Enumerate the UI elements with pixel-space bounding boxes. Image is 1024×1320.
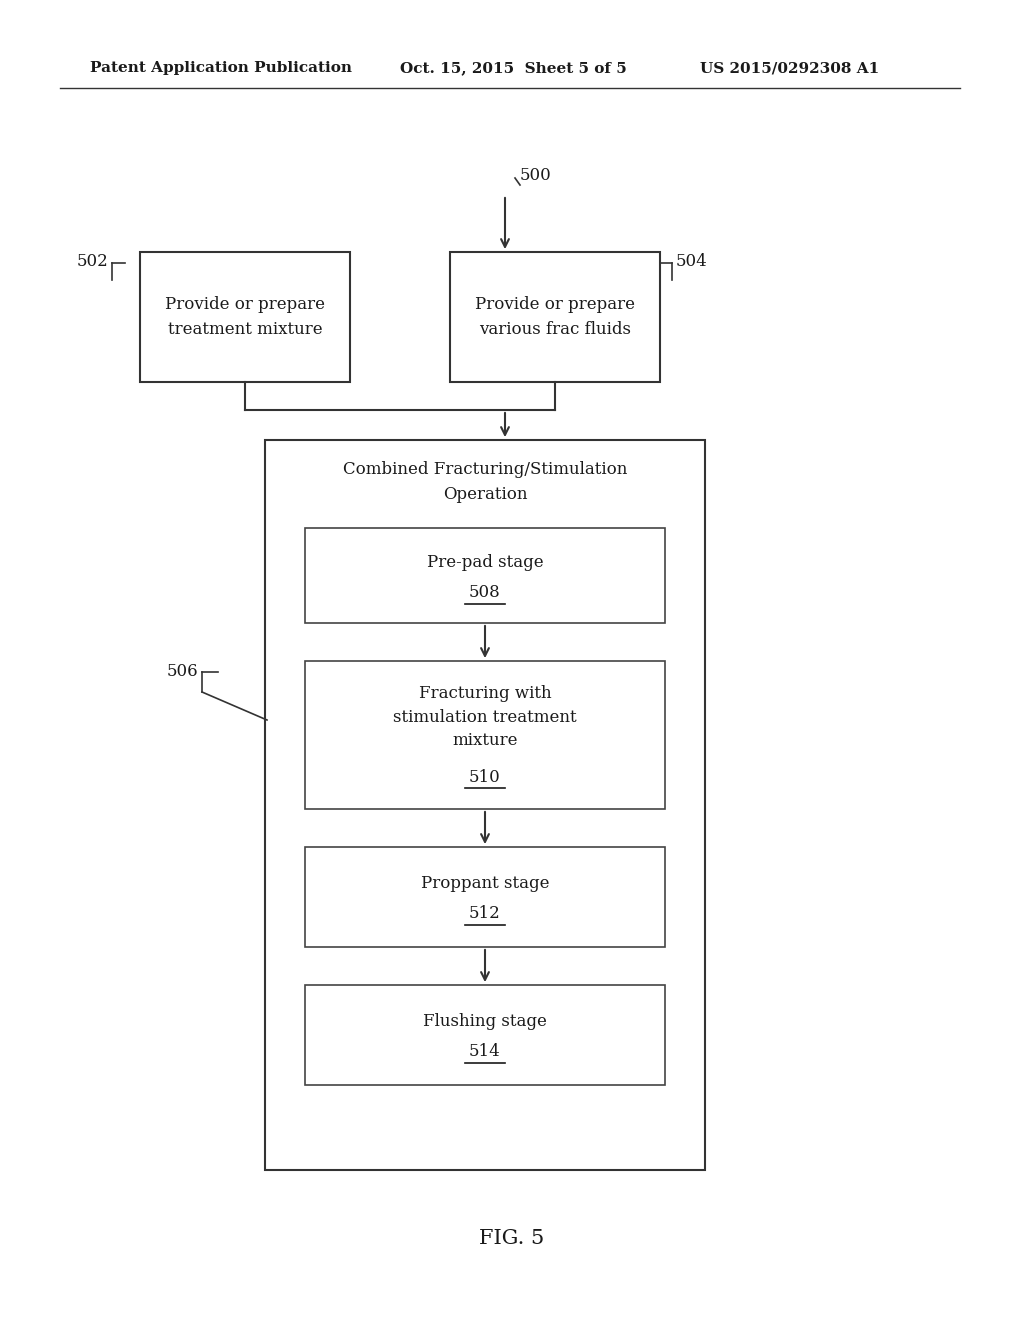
Text: Combined Fracturing/Stimulation
Operation: Combined Fracturing/Stimulation Operatio… — [343, 461, 627, 503]
Bar — [305, 661, 665, 809]
Bar — [140, 252, 350, 381]
Text: 502: 502 — [76, 253, 108, 271]
Text: 514: 514 — [469, 1044, 501, 1060]
Text: 510: 510 — [469, 768, 501, 785]
Text: Proppant stage: Proppant stage — [421, 875, 549, 892]
Text: FIG. 5: FIG. 5 — [479, 1229, 545, 1247]
Text: 500: 500 — [520, 166, 552, 183]
Text: Oct. 15, 2015  Sheet 5 of 5: Oct. 15, 2015 Sheet 5 of 5 — [400, 61, 627, 75]
Text: Pre-pad stage: Pre-pad stage — [427, 554, 544, 572]
Text: Provide or prepare
various frac fluids: Provide or prepare various frac fluids — [475, 296, 635, 338]
Text: Patent Application Publication: Patent Application Publication — [90, 61, 352, 75]
Bar — [265, 440, 705, 1170]
Text: Fracturing with
stimulation treatment
mixture: Fracturing with stimulation treatment mi… — [393, 685, 577, 748]
Bar — [450, 252, 660, 381]
Bar — [305, 528, 665, 623]
Text: 504: 504 — [676, 253, 708, 271]
Text: 512: 512 — [469, 906, 501, 923]
Text: Provide or prepare
treatment mixture: Provide or prepare treatment mixture — [165, 296, 325, 338]
Text: Flushing stage: Flushing stage — [423, 1014, 547, 1031]
Bar — [305, 847, 665, 946]
Bar — [305, 985, 665, 1085]
Text: 508: 508 — [469, 583, 501, 601]
Text: 506: 506 — [166, 664, 198, 681]
Text: US 2015/0292308 A1: US 2015/0292308 A1 — [700, 61, 880, 75]
